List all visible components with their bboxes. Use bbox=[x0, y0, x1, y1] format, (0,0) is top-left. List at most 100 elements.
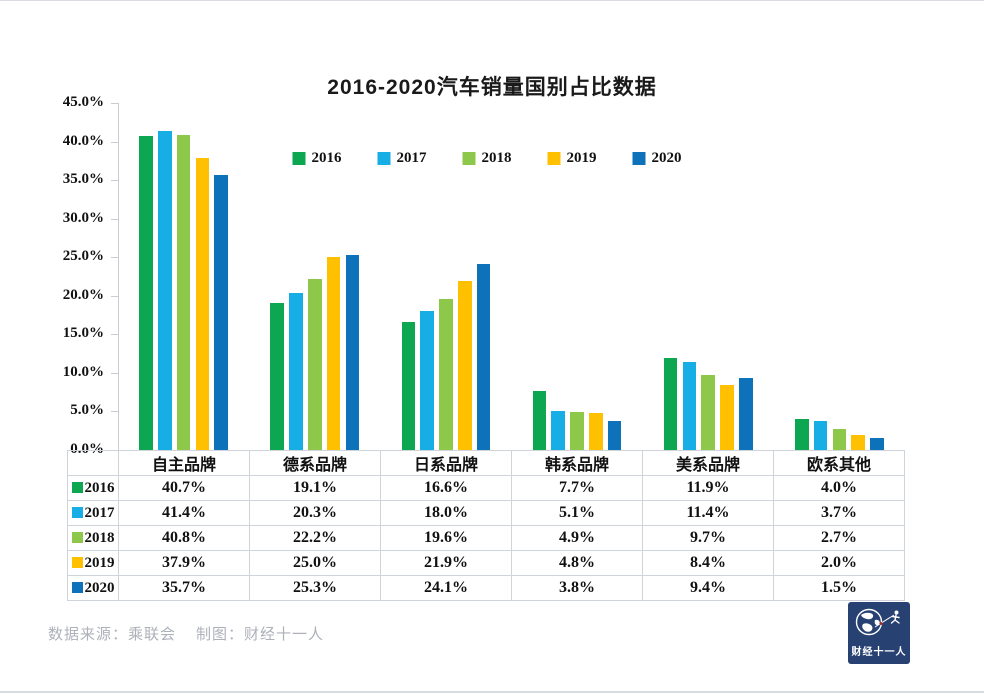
legend-label: 2020 bbox=[651, 150, 682, 166]
y-axis-label: 5.0% bbox=[70, 402, 104, 419]
bottom-divider bbox=[0, 691, 984, 693]
year-label-cell: 2018 bbox=[67, 525, 119, 551]
value-cell: 19.6% bbox=[380, 525, 512, 551]
bar-2016-自主品牌 bbox=[139, 136, 153, 450]
value-cell: 25.3% bbox=[249, 575, 381, 601]
value-cell: 40.8% bbox=[118, 525, 250, 551]
table-row: 2018 40.8% 22.2% 19.6% 4.9% 9.7% 2.7% bbox=[67, 525, 905, 551]
y-axis-tick bbox=[111, 141, 118, 143]
bar-2019-日系品牌 bbox=[457, 281, 472, 450]
value-cell: 16.6% bbox=[380, 475, 512, 501]
bar-2019-自主品牌 bbox=[195, 157, 210, 450]
bar-2018-韩系品牌 bbox=[570, 412, 584, 450]
category-header: 美系品牌 bbox=[642, 450, 774, 476]
bar-2019-美系品牌 bbox=[720, 385, 734, 450]
data-source-text: 数据来源：乘联会 bbox=[48, 626, 177, 643]
y-axis-label: 40.0% bbox=[62, 132, 104, 149]
bar-2016-韩系品牌 bbox=[532, 390, 547, 450]
series-key-icon bbox=[71, 531, 83, 543]
value-cell: 8.4% bbox=[642, 550, 774, 576]
category-header: 自主品牌 bbox=[118, 450, 250, 476]
year-label-cell: 2020 bbox=[67, 575, 119, 601]
value-cell: 35.7% bbox=[118, 575, 250, 601]
bar-2019-德系品牌 bbox=[326, 257, 341, 450]
bar-2017-自主品牌 bbox=[157, 130, 172, 450]
chart-credit-text: 制图：财经十一人 bbox=[196, 626, 325, 643]
table-header-row: 自主品牌 德系品牌 日系品牌 韩系品牌 美系品牌 欧系其他 bbox=[67, 450, 905, 476]
table-corner-cell bbox=[67, 450, 119, 476]
value-cell: 9.4% bbox=[642, 575, 774, 601]
bar-2019-韩系品牌 bbox=[589, 412, 603, 450]
series-key-icon bbox=[71, 481, 83, 493]
value-cell: 1.5% bbox=[773, 575, 905, 601]
bar-2020-日系品牌 bbox=[476, 264, 491, 450]
bar-2016-欧系其他 bbox=[795, 419, 809, 450]
y-axis-tick bbox=[111, 218, 118, 220]
value-cell: 5.1% bbox=[511, 500, 643, 526]
legend-swatch-icon bbox=[377, 152, 391, 165]
footer-credits: 数据来源：乘联会 制图：财经十一人 bbox=[48, 623, 344, 644]
value-cell: 2.0% bbox=[773, 550, 905, 576]
y-axis-line bbox=[118, 103, 119, 450]
value-cell: 41.4% bbox=[118, 500, 250, 526]
bar-2020-欧系其他 bbox=[870, 438, 884, 450]
y-axis-label: 15.0% bbox=[62, 325, 104, 342]
value-cell: 9.7% bbox=[642, 525, 774, 551]
bar-2020-德系品牌 bbox=[345, 254, 360, 450]
y-axis-tick bbox=[111, 372, 118, 374]
legend-swatch-icon bbox=[547, 152, 561, 165]
legend-item-2018: 2018 bbox=[462, 150, 512, 167]
value-cell: 4.8% bbox=[511, 550, 643, 576]
y-axis-label: 10.0% bbox=[62, 363, 104, 380]
y-axis-label: 25.0% bbox=[62, 248, 104, 265]
bar-2018-美系品牌 bbox=[701, 375, 716, 450]
legend-swatch-icon bbox=[632, 152, 646, 165]
category-header: 欧系其他 bbox=[773, 450, 905, 476]
series-key-icon bbox=[71, 506, 83, 518]
value-cell: 4.0% bbox=[773, 475, 905, 501]
value-cell: 11.9% bbox=[642, 475, 774, 501]
value-cell: 24.1% bbox=[380, 575, 512, 601]
bar-2017-韩系品牌 bbox=[551, 410, 566, 450]
table-row: 2019 37.9% 25.0% 21.9% 4.8% 8.4% 2.0% bbox=[67, 550, 905, 576]
legend-swatch-icon bbox=[292, 152, 306, 165]
year-label-cell: 2017 bbox=[67, 500, 119, 526]
y-axis-label: 30.0% bbox=[62, 209, 104, 226]
bar-2018-欧系其他 bbox=[832, 429, 847, 450]
legend-item-2020: 2020 bbox=[632, 150, 682, 167]
bar-2017-欧系其他 bbox=[813, 421, 828, 450]
value-cell: 4.9% bbox=[511, 525, 643, 551]
value-cell: 2.7% bbox=[773, 525, 905, 551]
value-cell: 18.0% bbox=[380, 500, 512, 526]
bar-2019-欧系其他 bbox=[851, 434, 865, 450]
logo-text: 财经十一人 bbox=[851, 647, 907, 658]
legend-item-2017: 2017 bbox=[377, 150, 427, 167]
data-table: 自主品牌 德系品牌 日系品牌 韩系品牌 美系品牌 欧系其他 2016 40.7% 19.1% 16… bbox=[67, 450, 905, 601]
y-axis-tick bbox=[111, 411, 118, 413]
legend-item-2016: 2016 bbox=[292, 150, 342, 167]
bar-2018-日系品牌 bbox=[439, 298, 453, 450]
y-axis-label: 35.0% bbox=[62, 171, 104, 188]
bar-2016-美系品牌 bbox=[663, 358, 678, 450]
series-key-icon bbox=[71, 556, 83, 568]
bar-2016-日系品牌 bbox=[401, 321, 416, 450]
legend-label: 2018 bbox=[481, 150, 512, 166]
bar-2020-美系品牌 bbox=[739, 377, 753, 450]
y-axis-tick bbox=[111, 295, 118, 297]
y-axis-tick bbox=[111, 257, 118, 259]
category-header: 韩系品牌 bbox=[511, 450, 643, 476]
bar-2018-自主品牌 bbox=[176, 135, 191, 450]
bar-2020-自主品牌 bbox=[214, 174, 228, 450]
value-cell: 25.0% bbox=[249, 550, 381, 576]
category-header: 德系品牌 bbox=[249, 450, 381, 476]
bar-2017-日系品牌 bbox=[420, 311, 434, 450]
publisher-logo: 财经十一人 bbox=[848, 602, 910, 664]
table-row: 2017 41.4% 20.3% 18.0% 5.1% 11.4% 3.7% bbox=[67, 500, 905, 526]
table-row: 2020 35.7% 25.3% 24.1% 3.8% 9.4% 1.5% bbox=[67, 575, 905, 601]
globe-icon bbox=[855, 608, 900, 636]
bar-2016-德系品牌 bbox=[270, 302, 284, 450]
y-axis-tick bbox=[111, 103, 118, 104]
value-cell: 22.2% bbox=[249, 525, 381, 551]
bar-2018-德系品牌 bbox=[307, 278, 322, 450]
